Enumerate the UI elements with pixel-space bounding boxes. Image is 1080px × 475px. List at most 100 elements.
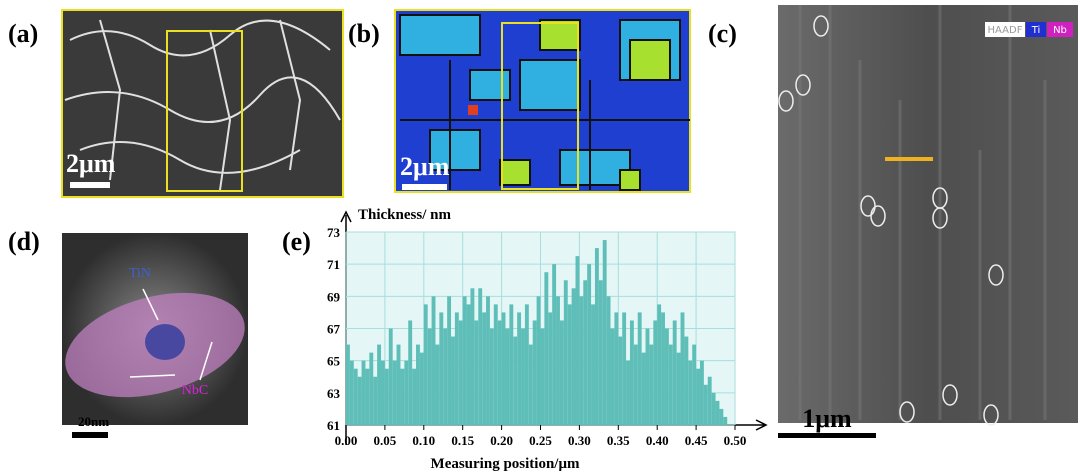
x-tick-label: 0.15 [451, 433, 474, 448]
bar [606, 296, 611, 425]
bar [482, 312, 487, 425]
y-tick-label: 73 [327, 225, 341, 240]
bar [641, 352, 646, 425]
bar [657, 304, 662, 425]
y-tick-label: 63 [327, 386, 341, 401]
scale-text: 20nm [78, 414, 109, 429]
bar [723, 416, 728, 425]
bar [571, 288, 576, 425]
bar [556, 296, 560, 425]
bar [373, 376, 378, 425]
legend-box [1026, 22, 1046, 37]
bar [353, 368, 358, 425]
bar [462, 296, 467, 425]
bar [559, 320, 564, 425]
bar [649, 344, 654, 425]
x-axis-title: Measuring position/μm [431, 456, 580, 472]
panel-label: (d) [8, 227, 40, 256]
annotation: TiN [129, 266, 151, 281]
panel-label: (a) [8, 19, 38, 48]
arrows [129, 288, 213, 381]
bar [602, 240, 607, 425]
bar [470, 288, 475, 425]
bar [645, 328, 650, 425]
bar [392, 360, 397, 425]
bar [454, 312, 459, 425]
bar [486, 296, 490, 425]
bar [618, 336, 623, 425]
bar [346, 344, 350, 425]
bar [684, 336, 689, 425]
tin-particle [145, 324, 185, 360]
bar [400, 368, 405, 425]
grain-red [468, 105, 478, 115]
x-tick-label: 0.50 [724, 433, 747, 448]
bar [544, 272, 549, 425]
bar [583, 280, 588, 425]
x-tick-label: 0.25 [529, 433, 552, 448]
x-tick-label: 0.00 [335, 433, 358, 448]
bar [489, 328, 494, 425]
legend-text: HAADF [988, 25, 1023, 36]
bar [633, 344, 638, 425]
scale-text: 1μm [802, 404, 852, 433]
panel-a: 2μm (a) [8, 9, 344, 198]
bar [427, 328, 432, 425]
bar [357, 376, 362, 425]
bar [478, 288, 483, 425]
bar [524, 304, 529, 425]
x-tick-label: 0.20 [490, 433, 513, 448]
roi-box [501, 22, 579, 190]
y-tick-label: 61 [327, 418, 340, 433]
bar [594, 248, 599, 425]
grains [399, 14, 681, 186]
scale-bar [72, 432, 108, 438]
bar [396, 344, 401, 425]
bar [664, 328, 669, 425]
bar [369, 352, 374, 425]
bar [532, 320, 537, 425]
x-tick-label: 0.40 [646, 433, 669, 448]
bar [416, 344, 420, 425]
x-tick-label: 0.30 [568, 433, 591, 448]
panel-label: (b) [348, 19, 380, 48]
sem-texture [64, 19, 341, 191]
bar [552, 264, 557, 425]
bar [458, 320, 463, 425]
grains [499, 19, 671, 191]
bar [412, 368, 417, 425]
panel-d: TiN NbC 20nm (d) [8, 227, 248, 438]
bar [587, 264, 592, 425]
bar [610, 328, 615, 425]
bar [501, 312, 506, 425]
bar [692, 344, 697, 425]
scale-bar [70, 182, 110, 188]
legend-box [1047, 22, 1073, 37]
bar [536, 296, 541, 425]
scale-text: 2μm [66, 149, 116, 178]
bar [497, 320, 502, 425]
y-tick-label: 65 [327, 354, 341, 369]
bar [419, 352, 424, 425]
bar [447, 296, 452, 425]
y-tick-label: 67 [327, 322, 341, 337]
bar [493, 304, 498, 425]
bar [509, 304, 514, 425]
bar [521, 328, 525, 425]
bar [361, 360, 366, 425]
x-tick-label: 0.45 [685, 433, 708, 448]
bar [598, 280, 603, 425]
bar [707, 376, 712, 425]
bar [528, 344, 533, 425]
bar [451, 336, 455, 425]
bar [668, 344, 673, 425]
legend-text: Nb [1053, 25, 1067, 36]
streaks [798, 5, 1047, 420]
bar [384, 368, 389, 425]
bar [466, 304, 471, 425]
y-axis-title: Thickness/ nm [358, 207, 451, 223]
bar [696, 368, 700, 425]
x-tick-label: 0.35 [607, 433, 630, 448]
bar [719, 408, 724, 425]
